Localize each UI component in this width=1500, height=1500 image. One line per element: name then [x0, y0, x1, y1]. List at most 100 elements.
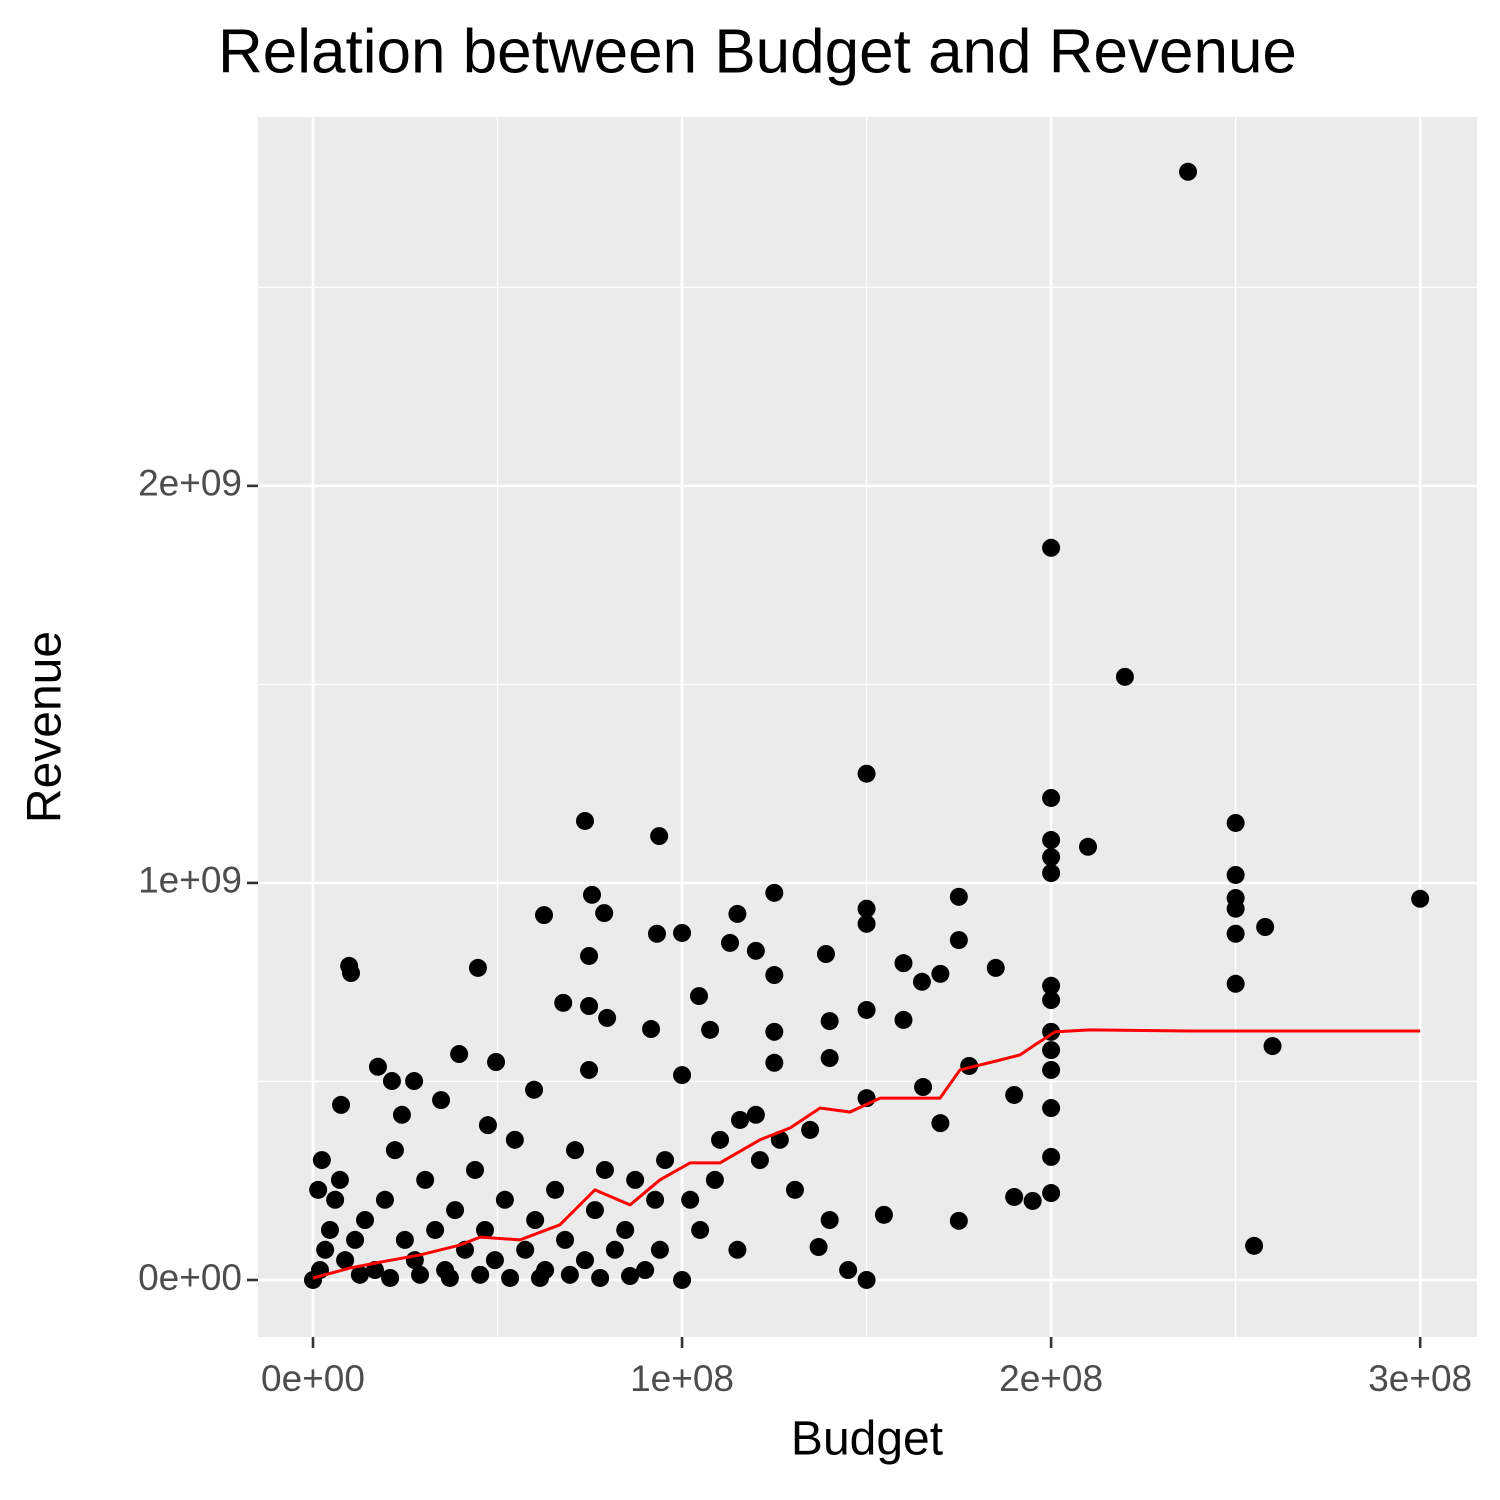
point — [681, 1190, 700, 1209]
point — [336, 1251, 355, 1270]
point — [636, 1261, 655, 1280]
point — [874, 1205, 893, 1224]
point — [440, 1268, 459, 1287]
point — [765, 966, 784, 985]
point — [647, 924, 666, 943]
point — [392, 1105, 411, 1124]
y-axis-title: Revenue — [19, 631, 72, 823]
point — [595, 904, 614, 923]
point — [1179, 162, 1198, 181]
point — [395, 1230, 414, 1249]
point — [582, 885, 601, 904]
point — [1042, 1041, 1061, 1060]
point — [1042, 1099, 1061, 1118]
point — [426, 1220, 445, 1239]
point — [949, 887, 968, 906]
x-tick-label: 2e+08 — [999, 1358, 1103, 1399]
point — [701, 1020, 720, 1039]
point — [478, 1116, 497, 1135]
point — [1042, 831, 1061, 850]
point — [526, 1211, 545, 1230]
point — [839, 1261, 858, 1280]
point — [1042, 991, 1061, 1010]
point — [1256, 917, 1275, 936]
point — [857, 914, 876, 933]
point — [765, 1053, 784, 1072]
point — [326, 1190, 345, 1209]
point — [598, 1008, 617, 1027]
point — [705, 1170, 724, 1189]
point — [332, 1095, 351, 1114]
point — [809, 1238, 828, 1257]
point — [303, 1270, 322, 1289]
y-tick-label: 2e+09 — [138, 463, 242, 504]
chart-title: Relation between Budget and Revenue — [218, 17, 1297, 86]
point — [466, 1160, 485, 1179]
point — [746, 941, 765, 960]
point — [475, 1220, 494, 1239]
point — [820, 1012, 839, 1031]
point — [711, 1130, 730, 1149]
point — [1226, 813, 1245, 832]
point — [801, 1120, 820, 1139]
point — [487, 1052, 506, 1071]
point — [530, 1268, 549, 1287]
point — [575, 1251, 594, 1270]
point — [525, 1080, 544, 1099]
point — [721, 933, 740, 952]
point — [516, 1240, 535, 1259]
point — [673, 1270, 692, 1289]
point — [580, 997, 599, 1016]
point — [1226, 974, 1245, 993]
point — [546, 1180, 565, 1199]
point — [894, 954, 913, 973]
point — [575, 811, 594, 830]
point — [857, 764, 876, 783]
point — [595, 1160, 614, 1179]
point — [1411, 889, 1430, 908]
point — [765, 883, 784, 902]
point — [580, 1060, 599, 1079]
point — [405, 1072, 424, 1091]
point — [820, 1211, 839, 1230]
point — [646, 1190, 665, 1209]
point — [765, 1022, 784, 1041]
point — [554, 993, 573, 1012]
point — [1042, 538, 1061, 557]
point — [485, 1251, 504, 1270]
point — [501, 1268, 520, 1287]
point — [986, 958, 1005, 977]
point — [1115, 667, 1134, 686]
point — [1042, 1184, 1061, 1203]
point — [616, 1220, 635, 1239]
point — [750, 1151, 769, 1170]
point — [673, 923, 692, 942]
point — [912, 972, 931, 991]
point — [580, 946, 599, 965]
point — [949, 1211, 968, 1230]
point — [1245, 1236, 1264, 1255]
point — [375, 1190, 394, 1209]
point — [1042, 788, 1061, 807]
point — [730, 1110, 749, 1129]
point — [309, 1180, 328, 1199]
y-tick-label: 0e+00 — [138, 1257, 242, 1298]
point — [566, 1141, 585, 1160]
plot-panel — [258, 117, 1477, 1337]
point — [785, 1180, 804, 1199]
point — [1023, 1191, 1042, 1210]
point — [960, 1056, 979, 1075]
x-tick-label: 0e+00 — [261, 1358, 365, 1399]
point — [1263, 1037, 1282, 1056]
point — [385, 1141, 404, 1160]
point — [650, 827, 669, 846]
point — [1042, 1147, 1061, 1166]
point — [1042, 848, 1061, 867]
point — [728, 1240, 747, 1259]
point — [450, 1045, 469, 1064]
point — [320, 1220, 339, 1239]
point — [446, 1201, 465, 1220]
point — [914, 1078, 933, 1097]
point — [650, 1240, 669, 1259]
